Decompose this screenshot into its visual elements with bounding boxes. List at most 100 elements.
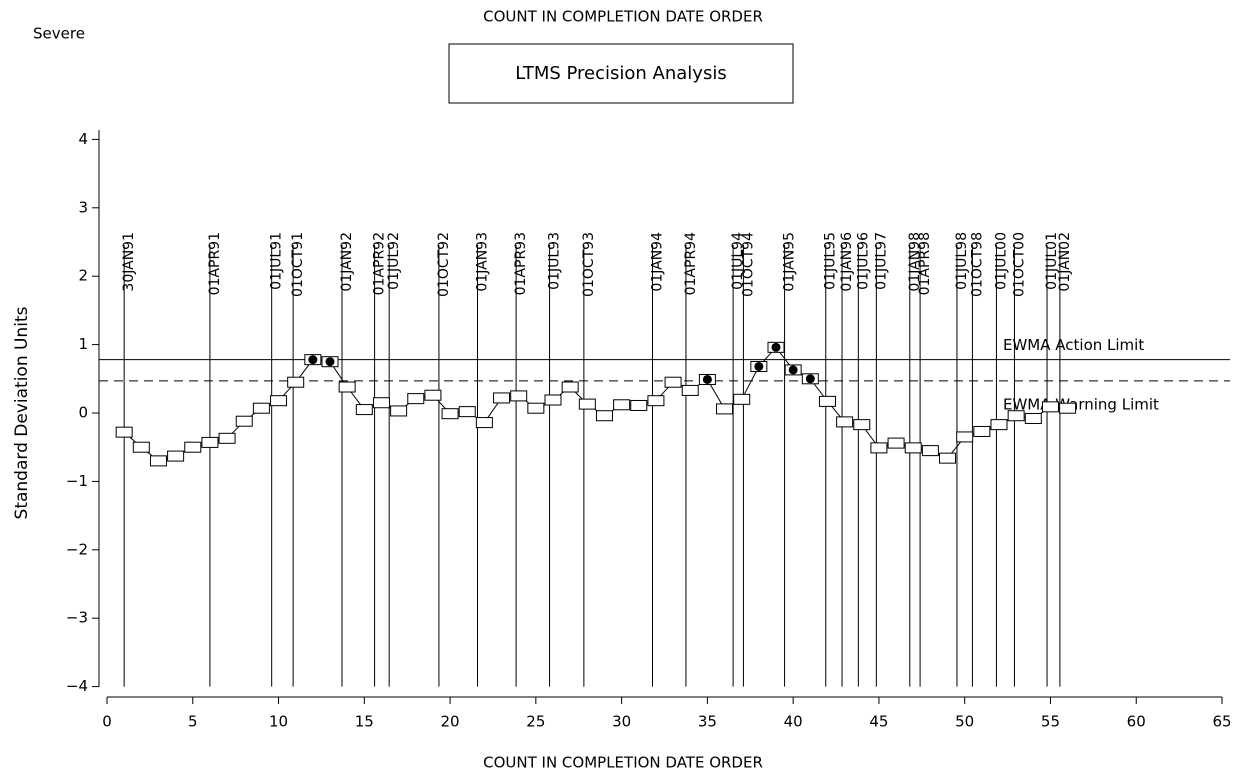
point-box — [681, 384, 699, 396]
date-label: 01JUL91 — [269, 232, 285, 290]
point-box — [338, 381, 356, 393]
point-box — [218, 432, 236, 444]
date-label: 01OCT94 — [740, 232, 756, 297]
point-box — [921, 445, 939, 457]
date-label: 01JAN94 — [649, 232, 665, 292]
x-tick-label: 35 — [698, 713, 717, 731]
limit-label: EWMA Action Limit — [1003, 336, 1144, 354]
point-box — [904, 442, 922, 454]
x-tick-label: 15 — [355, 713, 374, 731]
point-box — [973, 425, 991, 437]
date-label: 01JAN98 — [907, 232, 923, 292]
point-box — [167, 450, 185, 462]
point-box — [1007, 410, 1025, 422]
date-label: 01JUL96 — [855, 232, 871, 290]
x-tick-label: 25 — [526, 713, 545, 731]
x-tick-label: 30 — [612, 713, 631, 731]
x-tick-label: 20 — [441, 713, 460, 731]
point-box — [458, 406, 476, 418]
y-tick-label: −3 — [66, 609, 88, 627]
flagged-point — [308, 355, 318, 365]
point-box — [956, 431, 974, 443]
point-box — [578, 398, 596, 410]
date-label: 01APR92 — [372, 232, 388, 295]
point-box — [853, 419, 871, 431]
limit-label: EWMA Warning Limit — [1003, 395, 1159, 413]
x-tick-label: 65 — [1212, 713, 1231, 731]
y-tick-label: 2 — [78, 267, 88, 285]
point-box — [647, 395, 665, 407]
y-tick-label: −4 — [66, 677, 88, 695]
point-box — [115, 426, 133, 438]
date-label: 01OCT92 — [436, 232, 452, 297]
point-box — [630, 399, 648, 411]
flagged-point — [702, 374, 712, 384]
date-label: 01APR94 — [683, 232, 699, 295]
point-box — [1024, 412, 1042, 424]
y-axis-label: Standard Deviation Units — [12, 306, 32, 519]
point-box — [201, 436, 219, 448]
date-label: 01OCT98 — [969, 232, 985, 297]
point-box — [287, 376, 305, 388]
x-tick-label: 50 — [955, 713, 974, 731]
date-label: 01JUL93 — [547, 232, 563, 290]
date-label: 01JUL95 — [823, 232, 839, 290]
point-box — [939, 452, 957, 464]
point-box — [149, 455, 167, 467]
point-box — [407, 393, 425, 405]
date-label: 01JUL97 — [873, 232, 889, 290]
point-box — [1041, 401, 1059, 413]
title-box — [448, 43, 794, 104]
corner-label: Severe — [33, 25, 85, 43]
x-tick-label: 0 — [102, 713, 112, 731]
point-box — [372, 397, 390, 409]
x-axis-label: COUNT IN COMPLETION DATE ORDER — [483, 754, 763, 772]
point-box — [424, 389, 442, 401]
y-tick-label: 0 — [78, 404, 88, 422]
y-tick-label: 1 — [78, 335, 88, 353]
flagged-point — [754, 361, 764, 371]
point-box — [270, 395, 288, 407]
point-box — [493, 392, 511, 404]
date-label: 01JUL01 — [1044, 232, 1060, 290]
flagged-point — [805, 374, 815, 384]
flagged-point — [771, 342, 781, 352]
y-tick-label: −1 — [66, 472, 88, 490]
date-label: 01JAN02 — [1057, 232, 1073, 292]
chart-title: LTMS Precision Analysis — [515, 63, 726, 84]
point-box — [475, 417, 493, 429]
date-label: 01OCT00 — [1011, 232, 1027, 297]
point-box — [716, 403, 734, 415]
date-label: 01JUL94 — [730, 232, 746, 290]
point-box — [355, 404, 373, 416]
point-box — [818, 395, 836, 407]
x-tick-label: 45 — [869, 713, 888, 731]
date-label: 01APR98 — [917, 232, 933, 295]
date-label: 01JUL92 — [386, 232, 402, 290]
point-box — [235, 415, 253, 427]
point-box — [544, 394, 562, 406]
y-tick-label: −2 — [66, 540, 88, 558]
point-box — [510, 390, 528, 402]
date-label: 01OCT91 — [290, 232, 306, 297]
point-box — [595, 410, 613, 422]
point-box — [870, 442, 888, 454]
flagged-point — [325, 357, 335, 367]
point-box — [390, 405, 408, 417]
y-tick-label: 4 — [78, 130, 88, 148]
date-label: 01APR93 — [513, 232, 529, 295]
date-label: 01APR91 — [207, 232, 223, 295]
date-label: 01JAN96 — [839, 232, 855, 292]
y-tick-label: 3 — [78, 198, 88, 216]
point-box — [561, 381, 579, 393]
point-box — [1059, 402, 1077, 414]
date-label: 01OCT93 — [581, 232, 597, 297]
flagged-point — [788, 365, 798, 375]
point-box — [613, 399, 631, 411]
point-box — [527, 402, 545, 414]
point-box — [252, 402, 270, 414]
point-box — [733, 393, 751, 405]
date-label: 01JAN92 — [339, 232, 355, 292]
date-label: 01JUL98 — [954, 232, 970, 290]
